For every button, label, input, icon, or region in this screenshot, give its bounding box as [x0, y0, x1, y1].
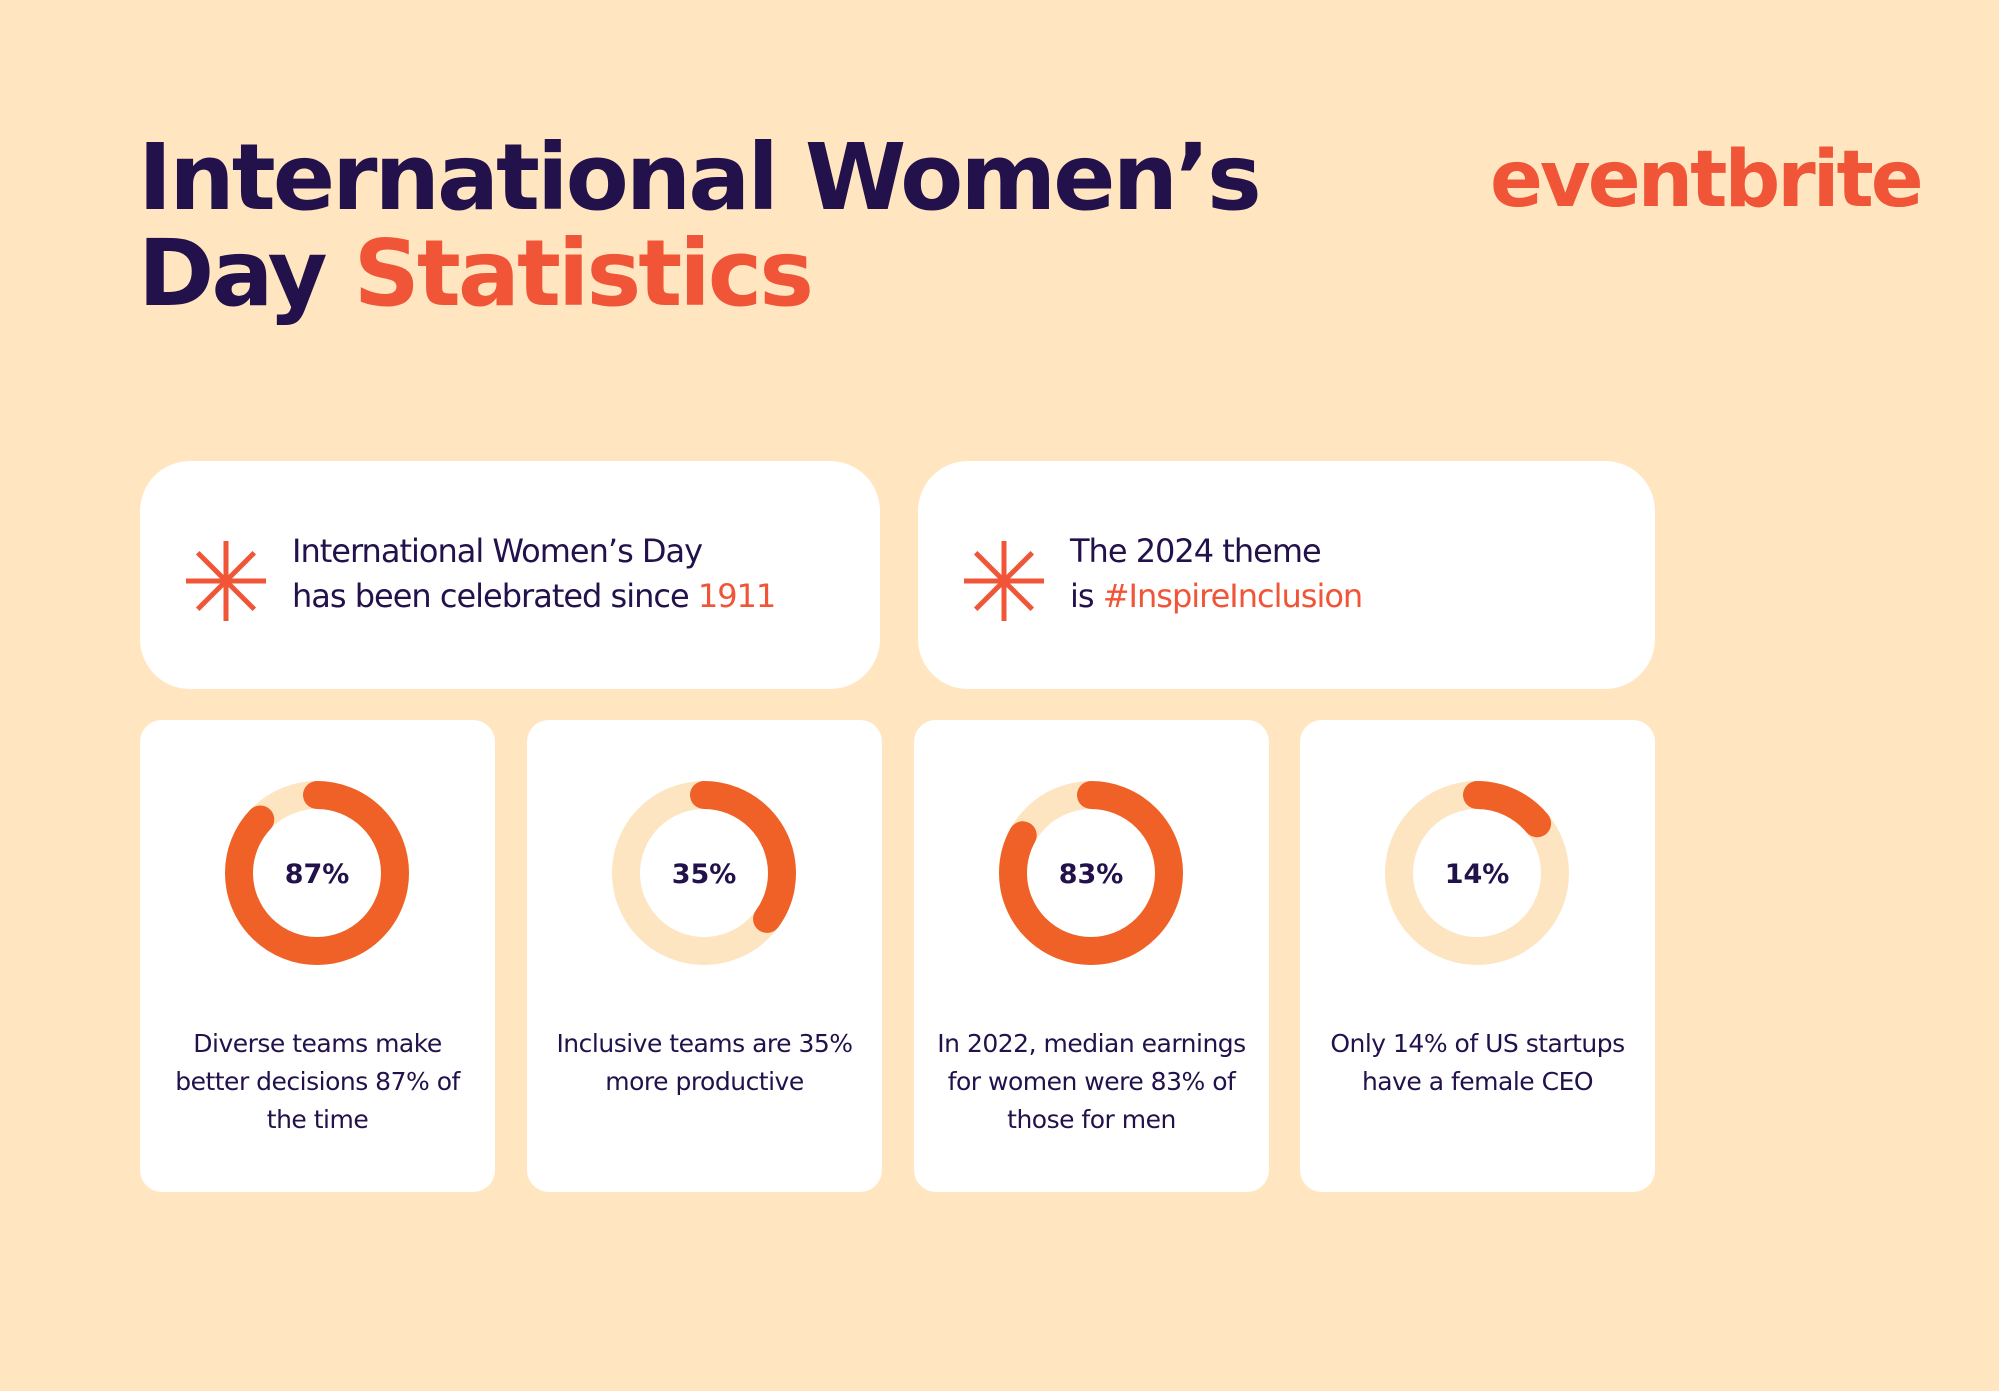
fact-highlight: 1911	[697, 577, 776, 615]
title-highlight: Statistics	[353, 220, 814, 327]
fact-card: The 2024 theme is #InspireInclusion	[918, 461, 1655, 689]
stat-caption: Only 14% of US startups have a female CE…	[1330, 1029, 1625, 1096]
donut-label: 14%	[1445, 859, 1510, 890]
stat-card: 87% Diverse teams make better decisions 8…	[140, 720, 495, 1192]
asterisk-icon	[964, 541, 1044, 621]
stat-card: 35% Inclusive teams are 35% more producti…	[527, 720, 882, 1192]
fact-line: has been celebrated since 1911	[292, 574, 776, 619]
fact-line: The 2024 theme	[1070, 532, 1322, 570]
title-line: Day Statistics	[138, 228, 814, 320]
asterisk-stroke	[973, 550, 1035, 612]
fact-line: is #InspireInclusion	[1070, 574, 1363, 619]
stat-card: 14% Only 14% of US startups have a female…	[1300, 720, 1655, 1192]
donut-label: 83%	[1059, 859, 1124, 890]
stat-caption: Inclusive teams are 35% more productive	[556, 1029, 853, 1096]
donut-arc	[225, 781, 409, 965]
fact-highlight: #InspireInclusion	[1102, 577, 1363, 615]
donut-chart: 14%	[1385, 781, 1569, 965]
title-line: International Women’s	[138, 132, 1262, 224]
donut-chart: 83%	[999, 781, 1183, 965]
fact-text: The 2024 theme is #InspireInclusion	[1070, 529, 1363, 619]
stat-card: 83% In 2022, median earnings for women we…	[914, 720, 1269, 1192]
stat-caption: Diverse teams make better decisions 87% …	[175, 1029, 460, 1134]
stat-caption: In 2022, median earnings for women were …	[937, 1029, 1246, 1134]
fact-text: International Women’s Day has been celebr…	[292, 529, 776, 619]
title-text: Day	[138, 220, 328, 327]
donut-arc	[999, 781, 1183, 965]
fact-line: International Women’s Day	[292, 532, 703, 570]
fact-text: has been celebrated since	[292, 577, 690, 615]
donut-label: 87%	[285, 859, 350, 890]
donut-arc	[612, 781, 796, 965]
asterisk-icon	[186, 541, 266, 621]
logo: eventbrite	[1490, 135, 1924, 225]
donut-label: 35%	[672, 859, 737, 890]
donut-chart: 87%	[225, 781, 409, 965]
fact-text: is	[1070, 577, 1095, 615]
donut-chart: 35%	[612, 781, 796, 965]
donut-arc	[1385, 781, 1569, 965]
asterisk-stroke	[195, 550, 257, 612]
title-text: International Women’s	[138, 124, 1262, 231]
fact-card: International Women’s Day has been celebr…	[140, 461, 880, 689]
